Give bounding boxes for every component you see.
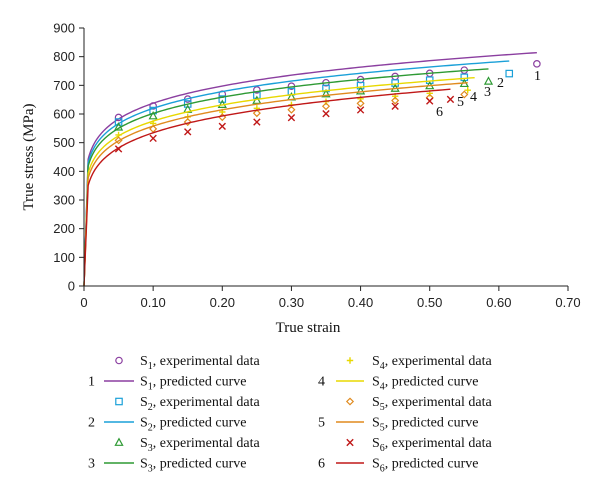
y-tick-label: 600 xyxy=(53,107,75,122)
legend-exp-label: S4, experimental data xyxy=(372,354,492,372)
data-point-S3 xyxy=(355,86,366,95)
legend-curve-number: 2 xyxy=(88,416,95,431)
data-point-S3 xyxy=(321,88,331,98)
data-point-S6 xyxy=(218,122,226,131)
data-point-S6 xyxy=(426,97,434,105)
legend-exp-label: S2, experimental data xyxy=(140,395,260,413)
curve-number-label: 2 xyxy=(497,76,504,91)
predicted-curve-S1 xyxy=(83,51,537,287)
x-axis-label: True strain xyxy=(276,320,341,336)
curve-number-label: 1 xyxy=(534,69,541,84)
legend-curve-number: 5 xyxy=(318,416,325,431)
legend-exp-label: S6, experimental data xyxy=(372,436,492,454)
x-tick-label: 0 xyxy=(80,295,87,310)
legend-marker-S4 xyxy=(346,357,354,364)
y-tick-label: 400 xyxy=(53,164,75,179)
x-tick-label: 0.10 xyxy=(140,295,165,310)
legend-pred-label: S1, predicted curve xyxy=(140,375,246,393)
data-point-S1 xyxy=(149,102,157,110)
data-point-S4 xyxy=(464,87,471,94)
y-tick-label: 0 xyxy=(68,279,75,294)
data-point-S3 xyxy=(483,76,494,85)
y-tick-label: 800 xyxy=(53,49,75,64)
x-tick-label: 0.50 xyxy=(417,295,442,310)
data-point-S6 xyxy=(322,110,330,118)
legend-marker-S5 xyxy=(345,397,355,406)
data-point-S6 xyxy=(287,114,296,122)
curve-number-label: 5 xyxy=(457,95,464,110)
data-point-S5 xyxy=(391,96,400,105)
legend-marker-S3 xyxy=(114,437,124,446)
legend-pred-label: S4, predicted curve xyxy=(372,375,478,393)
data-point-S5 xyxy=(287,105,296,114)
legend-exp-label: S5, experimental data xyxy=(372,395,492,413)
y-tick-label: 200 xyxy=(53,221,75,236)
y-tick-label: 700 xyxy=(53,78,75,93)
data-point-S5 xyxy=(114,136,123,145)
predicted-curve-S2 xyxy=(83,60,510,287)
x-tick-label: 0.70 xyxy=(555,295,580,310)
axes: 0 100 200 300 400 500 600 700 800 900 0 0.10 0.20 0.3… xyxy=(21,21,581,337)
y-axis-label: True stress (MPa) xyxy=(21,104,37,211)
data-point-S6 xyxy=(253,118,261,126)
legend-exp-label: S1, experimental data xyxy=(140,354,260,372)
predicted-curve-S4 xyxy=(83,76,475,287)
legend-curve-number: 6 xyxy=(318,457,325,472)
data-point-S6 xyxy=(149,134,157,143)
legend-curve-number: 3 xyxy=(88,457,95,472)
series-S6 xyxy=(83,88,455,287)
x-tick-label: 0.60 xyxy=(486,295,511,310)
x-tick-label: 0.40 xyxy=(348,295,373,310)
data-point-S2 xyxy=(356,81,365,90)
data-point-S6 xyxy=(391,102,399,110)
data-point-S2 xyxy=(218,95,227,103)
legend-exp-label: S3, experimental data xyxy=(140,436,260,454)
data-point-S5 xyxy=(356,99,365,108)
series-S1 xyxy=(83,51,541,287)
x-tick-label: 0.20 xyxy=(210,295,235,310)
data-point-S6 xyxy=(114,145,123,153)
curve-number-label: 4 xyxy=(470,90,477,105)
legend-pred-label: S3, predicted curve xyxy=(140,457,246,475)
predicted-curve-S3 xyxy=(83,68,489,287)
legend-curve-number: 1 xyxy=(88,375,95,390)
data-point-S2 xyxy=(322,84,330,93)
legend-curve-number: 4 xyxy=(318,375,325,390)
data-point-S6 xyxy=(356,106,365,114)
y-tick-label: 500 xyxy=(53,135,75,150)
predicted-curve-S5 xyxy=(83,82,468,287)
y-tick-label: 900 xyxy=(53,21,75,36)
legend-marker-S1 xyxy=(115,356,123,365)
legend-pred-label: S6, predicted curve xyxy=(372,457,478,475)
legend-marker-S2 xyxy=(115,397,123,406)
series-S4 xyxy=(83,76,475,287)
x-tick-label: 0.30 xyxy=(279,295,304,310)
data-point-S5 xyxy=(460,90,469,99)
data-point-S6 xyxy=(446,95,455,104)
data-point-S1 xyxy=(533,60,541,68)
legend-pred-label: S5, predicted curve xyxy=(372,416,478,434)
legend-marker-S6 xyxy=(346,438,354,447)
data-point-S2 xyxy=(114,118,123,126)
legend: S1, experimental data 1 S1, predicted curv… xyxy=(88,354,492,475)
data-point-S1 xyxy=(114,113,123,122)
y-tick-label: 300 xyxy=(53,193,75,208)
predicted-curve-S6 xyxy=(83,88,451,287)
curve-number-label: 3 xyxy=(484,85,491,100)
data-point-S2 xyxy=(505,69,514,78)
data-point-S1 xyxy=(253,86,261,94)
data-point-S3 xyxy=(148,110,158,120)
data-point-S5 xyxy=(183,117,192,127)
data-point-S5 xyxy=(321,102,331,111)
series-S2 xyxy=(83,60,514,287)
legend-pred-label: S2, predicted curve xyxy=(140,416,246,434)
y-tick-label: 100 xyxy=(53,250,75,265)
data-point-S6 xyxy=(184,128,192,136)
curve-number-label: 6 xyxy=(436,105,443,120)
data-point-S5 xyxy=(252,109,261,118)
data-point-S3 xyxy=(113,122,124,131)
